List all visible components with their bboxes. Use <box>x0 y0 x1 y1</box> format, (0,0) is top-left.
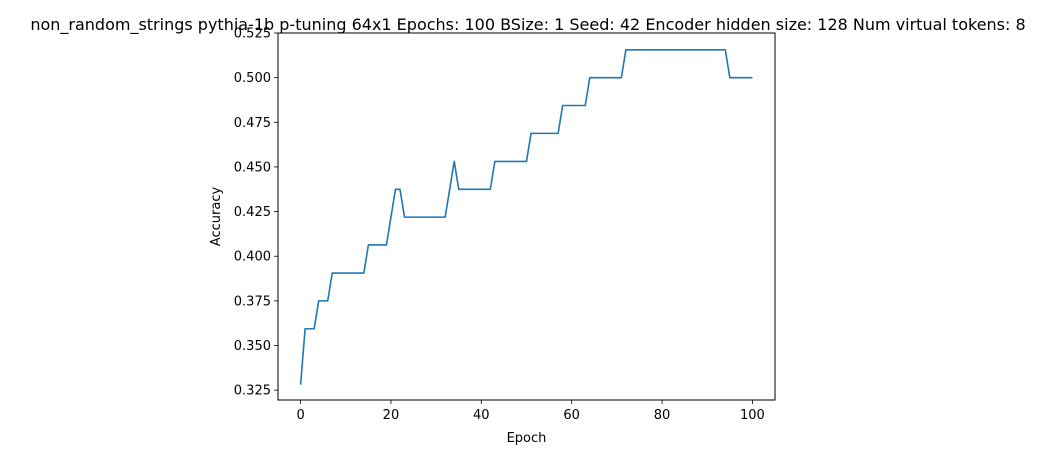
y-tick-label: 0.400 <box>234 250 271 265</box>
y-tick-label: 0.525 <box>234 27 271 42</box>
x-tick-label: 20 <box>383 408 400 423</box>
y-axis-ticks: 0.325 0.350 0.375 0.400 0.425 0.450 0.475 0.500… <box>234 27 278 399</box>
y-tick-label: 0.475 <box>234 116 271 131</box>
x-tick-label: 80 <box>654 408 671 423</box>
series-line-0 <box>299 48 753 385</box>
x-axis-ticks: 0 20 40 60 80 100 <box>296 400 765 423</box>
x-tick-label: 0 <box>296 408 304 423</box>
y-tick-label: 0.425 <box>234 205 271 220</box>
plot-area-frame <box>277 32 776 401</box>
y-tick-label: 0.375 <box>234 294 271 309</box>
y-tick-label: 0.500 <box>234 71 271 86</box>
y-axis-label: Accuracy <box>209 187 224 247</box>
series-layer <box>299 48 753 385</box>
chart-title: non_random_strings pythia-1b p-tuning 64… <box>30 15 1025 35</box>
x-tick-label: 40 <box>473 408 490 423</box>
y-tick-label: 0.325 <box>234 384 271 399</box>
x-tick-label: 100 <box>740 408 765 423</box>
x-tick-label: 60 <box>563 408 580 423</box>
y-tick-label: 0.450 <box>234 160 271 175</box>
x-axis-label: Epoch <box>507 431 547 446</box>
y-tick-label: 0.350 <box>234 339 271 354</box>
